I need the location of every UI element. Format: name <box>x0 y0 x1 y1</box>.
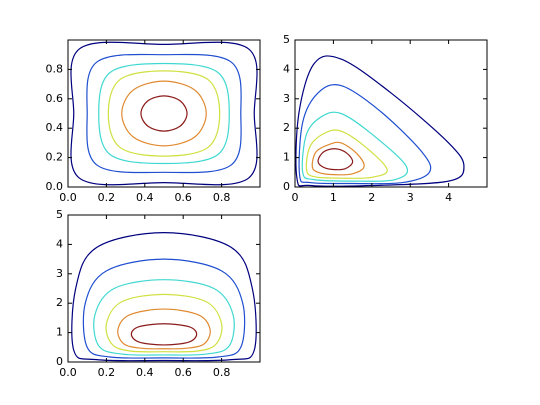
y-tick-label: 0 <box>283 180 290 193</box>
axes-frame <box>294 39 488 188</box>
contour-line <box>105 293 223 353</box>
x-tick-label: 0 <box>292 191 299 204</box>
contour-line <box>298 84 432 185</box>
y-tick-label: 4 <box>283 62 290 75</box>
contour-line <box>70 41 258 186</box>
contour-line <box>117 308 211 350</box>
contour-line <box>295 55 465 187</box>
contour-line <box>130 323 198 346</box>
x-tick-label: 0.4 <box>136 191 154 204</box>
x-tick-label: 0.0 <box>59 191 77 204</box>
y-tick-label: 2 <box>283 121 290 134</box>
y-tick-label: 0.0 <box>46 180 64 193</box>
x-tick-label: 0.2 <box>98 366 116 379</box>
y-tick-label: 4 <box>56 237 63 250</box>
y-tick-label: 0.4 <box>46 121 64 134</box>
contour-line <box>305 129 388 179</box>
contour-line <box>301 111 409 182</box>
contour-line <box>93 279 235 356</box>
contour-line <box>71 232 257 362</box>
contour-line <box>311 141 365 176</box>
x-tick-label: 3 <box>407 191 414 204</box>
contour-line <box>98 62 230 165</box>
y-tick-label: 2 <box>56 296 63 309</box>
x-tick-label: 4 <box>445 191 452 204</box>
y-tick-label: 0.8 <box>46 62 64 75</box>
contour-line <box>121 80 207 147</box>
y-tick-label: 1 <box>283 151 290 164</box>
y-tick-label: 5 <box>56 208 63 221</box>
contour-line <box>82 258 246 359</box>
y-tick-label: 3 <box>283 92 290 105</box>
x-tick-label: 0.2 <box>98 191 116 204</box>
y-tick-label: 5 <box>283 33 290 46</box>
axes-frame <box>67 214 261 363</box>
axes-frame <box>67 39 261 188</box>
contour-line <box>86 53 242 174</box>
y-tick-label: 1 <box>56 326 63 339</box>
x-tick-label: 0.0 <box>59 366 77 379</box>
contour-line <box>317 148 354 171</box>
x-tick-label: 1 <box>330 191 337 204</box>
contour-line <box>107 70 221 157</box>
contour-line <box>140 95 188 132</box>
y-tick-label: 0.2 <box>46 151 64 164</box>
y-tick-label: 0.6 <box>46 92 64 105</box>
x-tick-label: 0.8 <box>213 191 231 204</box>
x-tick-label: 2 <box>368 191 375 204</box>
x-tick-label: 0.4 <box>136 366 154 379</box>
x-tick-label: 0.6 <box>174 366 192 379</box>
x-tick-label: 0.8 <box>213 366 231 379</box>
y-tick-label: 3 <box>56 267 63 280</box>
x-tick-label: 0.6 <box>174 191 192 204</box>
y-tick-label: 0 <box>56 355 63 368</box>
